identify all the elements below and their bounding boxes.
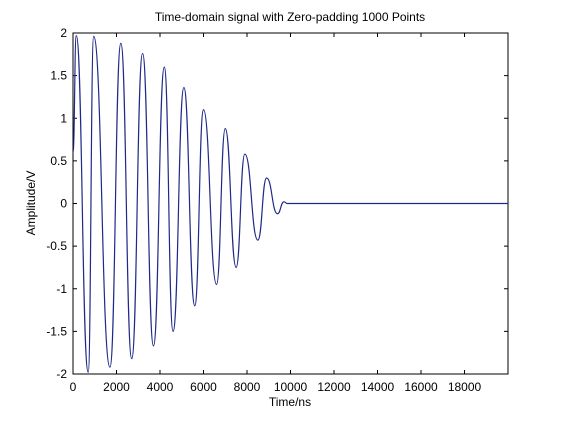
y-tick-label: 0 bbox=[60, 197, 67, 211]
x-tick-label: 8000 bbox=[234, 380, 261, 394]
x-tick-label: 0 bbox=[70, 380, 77, 394]
x-tick-label: 2000 bbox=[103, 380, 130, 394]
x-tick-label: 10000 bbox=[274, 380, 308, 394]
y-tick-label: -2 bbox=[56, 367, 67, 381]
y-tick-label: 2 bbox=[60, 26, 67, 40]
signal-line bbox=[72, 34, 508, 373]
x-axis-label: Time/ns bbox=[269, 395, 311, 409]
x-tick-label: 4000 bbox=[147, 380, 174, 394]
chart-title: Time-domain signal with Zero-padding 100… bbox=[155, 10, 425, 24]
x-tick-label: 6000 bbox=[190, 380, 217, 394]
series-layer bbox=[72, 34, 508, 373]
x-tick-label: 16000 bbox=[404, 380, 438, 394]
x-axis-ticks: 0 2000 4000 6000 8000 10000 12000 14000 16000 180… bbox=[70, 33, 482, 394]
x-tick-label: 14000 bbox=[361, 380, 395, 394]
y-tick-label: -0.5 bbox=[46, 239, 67, 253]
x-tick-label: 18000 bbox=[448, 380, 482, 394]
y-tick-label: 1 bbox=[60, 111, 67, 125]
y-tick-label: -1.5 bbox=[46, 324, 67, 338]
y-tick-label: 1.5 bbox=[50, 69, 67, 83]
x-tick-label: 12000 bbox=[317, 380, 351, 394]
y-tick-label: 0.5 bbox=[50, 154, 67, 168]
y-tick-label: -1 bbox=[56, 282, 67, 296]
y-axis-ticks: 2 1.5 1 0.5 0 -0.5 -1 -1.5 -2 bbox=[46, 26, 508, 381]
y-axis-label: Amplitude/V bbox=[24, 171, 38, 236]
